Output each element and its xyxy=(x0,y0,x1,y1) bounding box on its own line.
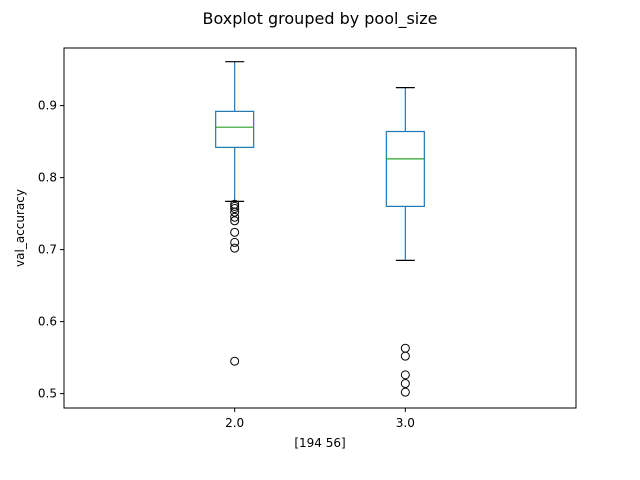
y-tick-label: 0.5 xyxy=(38,387,57,401)
y-tick-label: 0.6 xyxy=(38,315,57,329)
outlier-point xyxy=(230,212,240,222)
box-iqr xyxy=(215,110,255,148)
y-tick-label: 0.7 xyxy=(38,243,57,257)
plot-area: 0.5 0.6 0.7 0.8 0.9 2.0 3.0 xyxy=(38,47,577,430)
outlier-point xyxy=(230,201,240,211)
outlier-point xyxy=(400,351,410,361)
outlier-point xyxy=(400,343,410,353)
outlier-point xyxy=(400,387,410,397)
y-tick-label: 0.8 xyxy=(38,171,57,185)
outlier-point xyxy=(230,237,240,247)
y-tick-label: 0.9 xyxy=(38,99,57,113)
outlier-point xyxy=(230,243,240,253)
chart-title: Boxplot grouped by pool_size xyxy=(203,9,438,29)
outlier-point xyxy=(400,370,410,380)
x-tick-label: 2.0 xyxy=(225,416,244,430)
outlier-point xyxy=(230,356,240,366)
outlier-point xyxy=(230,227,240,237)
outlier-point xyxy=(230,207,240,217)
outlier-point xyxy=(400,379,410,389)
outlier-point xyxy=(230,204,240,214)
x-axis-label: [194 56] xyxy=(294,436,345,450)
plot-frame xyxy=(63,47,577,409)
outlier-point xyxy=(230,216,240,226)
x-tick-label: 3.0 xyxy=(396,416,415,430)
y-axis-label: val_accuracy xyxy=(13,189,27,267)
box-iqr xyxy=(385,130,425,208)
